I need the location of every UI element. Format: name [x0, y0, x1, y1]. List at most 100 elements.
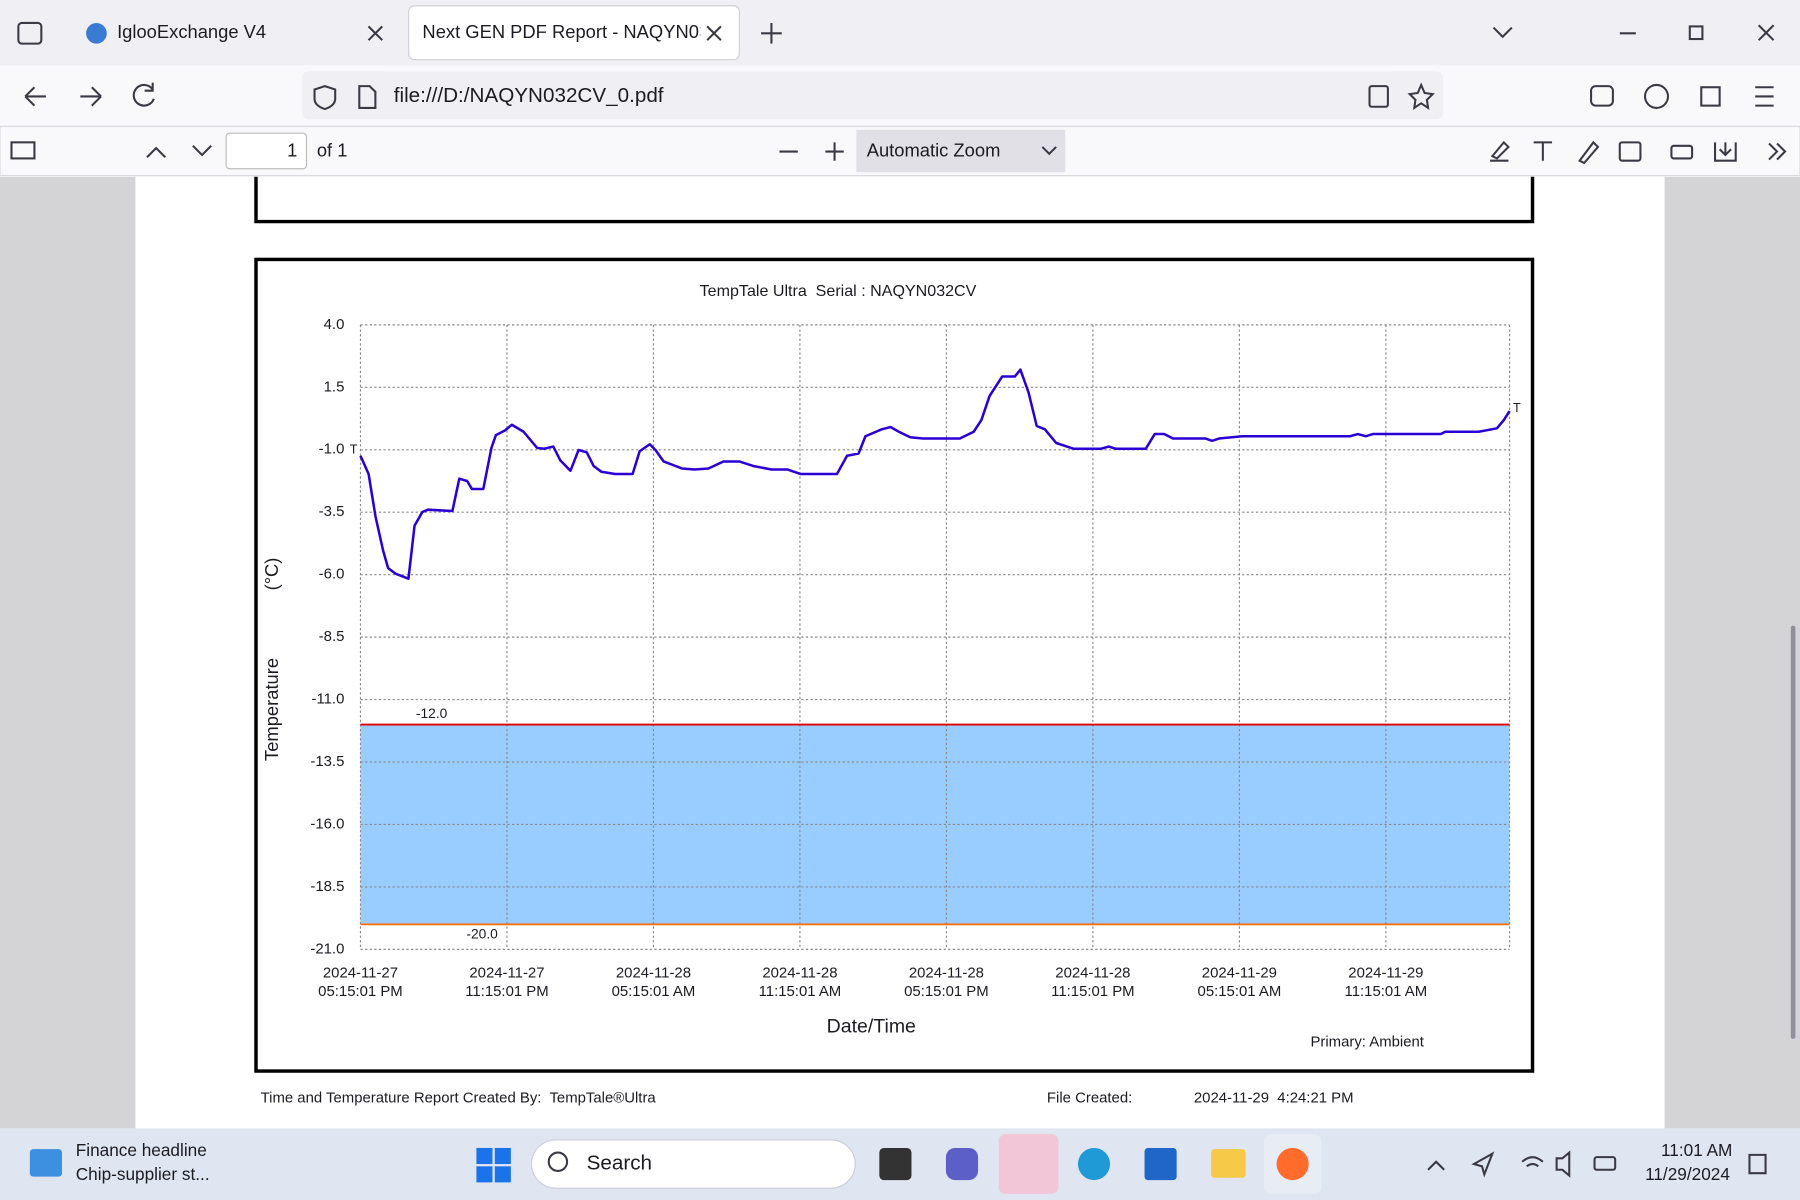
reload-button[interactable]	[132, 82, 155, 107]
chart: TempTale Ultra Serial : NAQYN032CV 4.0 1.5…	[261, 282, 1521, 1050]
text-tool[interactable]	[1533, 141, 1553, 161]
print-button[interactable]	[1670, 144, 1694, 160]
battery-icon[interactable]	[1593, 1156, 1617, 1171]
forward-button[interactable]	[80, 86, 102, 107]
y-tick-label: -18.5	[310, 878, 344, 895]
y-tick-label: -11.0	[312, 691, 345, 708]
y-tick-label: -13.5	[310, 753, 344, 770]
search-icon	[547, 1151, 569, 1172]
location-icon[interactable]	[1471, 1151, 1495, 1178]
x-tick-label: 2024-11-28	[616, 964, 691, 981]
taskbar-app[interactable]	[945, 1147, 979, 1181]
url-text[interactable]: file:///D:/NAQYN032CV_0.pdf	[394, 84, 664, 107]
y-tick-label: -8.5	[319, 628, 345, 645]
x-tick-label: 2024-11-28	[1055, 964, 1130, 981]
back-button[interactable]	[24, 86, 46, 107]
news-text[interactable]: Chip-supplier st...	[76, 1164, 210, 1184]
page-number[interactable]: 1	[287, 139, 297, 160]
news-icon[interactable]	[29, 1149, 62, 1177]
reader-view-button[interactable]	[1368, 85, 1389, 108]
x-tick-label: 05:15:01 PM	[318, 983, 403, 1000]
file-icon	[358, 85, 377, 109]
pocket-button[interactable]	[1590, 85, 1614, 107]
y-axis-label: Temperature	[261, 658, 282, 761]
tab-icon	[86, 22, 107, 44]
zoom-value[interactable]: Automatic Zoom	[867, 139, 1001, 160]
start-marker: T	[350, 442, 358, 456]
close-window-button[interactable]	[1757, 24, 1775, 41]
chart-frame	[254, 257, 1535, 1073]
primary-label: Primary: Ambient	[1310, 1033, 1424, 1050]
shield-icon[interactable]	[313, 85, 337, 111]
url-field[interactable]	[301, 71, 1443, 120]
news-title[interactable]: Finance headline	[76, 1140, 207, 1160]
extensions-button[interactable]	[1700, 86, 1721, 107]
end-marker: T	[1513, 401, 1521, 415]
tab-overflow[interactable]	[1492, 26, 1513, 39]
tab-title[interactable]: IglooExchange V4	[117, 21, 266, 42]
taskbar-app-active[interactable]	[998, 1134, 1059, 1194]
x-tick-label: 05:15:01 AM	[1198, 983, 1282, 1000]
y-tick-label: 1.5	[324, 378, 345, 395]
x-tick-label: 11:15:01 PM	[465, 983, 548, 1000]
tab-close[interactable]	[367, 25, 384, 41]
x-tick-label: 11:15:01 AM	[1345, 983, 1428, 1000]
menu-button[interactable]	[1755, 86, 1774, 107]
taskbar-app[interactable]	[1077, 1147, 1111, 1181]
sidebar-toggle[interactable]	[10, 141, 36, 160]
x-tick-label: 2024-11-27	[323, 964, 398, 981]
file-created: 2024-11-29 4:24:21 PM	[1194, 1090, 1354, 1107]
draw-tool[interactable]	[1578, 140, 1600, 165]
file-created-label: File Created:	[1047, 1090, 1132, 1107]
threshold-label: -20.0	[466, 926, 498, 941]
page-input[interactable]	[225, 132, 308, 170]
taskbar-app[interactable]	[1144, 1147, 1177, 1181]
start-button[interactable]	[476, 1147, 511, 1183]
x-tick-label: 05:15:01 AM	[612, 983, 696, 1000]
x-tick-label: 2024-11-28	[909, 964, 984, 981]
report-created-by: Time and Temperature Report Created By: …	[261, 1090, 657, 1107]
x-tick-label: 05:15:01 PM	[904, 983, 989, 1000]
y-tick-label: -21.0	[310, 940, 344, 957]
image-tool[interactable]	[1618, 141, 1642, 162]
scrollbar[interactable]	[1790, 625, 1796, 1039]
y-tick-label: 4.0	[324, 316, 345, 333]
highlight-tool[interactable]	[1490, 140, 1510, 162]
active-tab[interactable]	[408, 5, 740, 61]
x-tick-label: 11:15:01 PM	[1051, 983, 1134, 1000]
wifi-icon[interactable]	[1521, 1156, 1544, 1168]
page-count: of 1	[317, 139, 348, 160]
search-box[interactable]	[530, 1139, 856, 1189]
taskbar-app[interactable]	[1211, 1149, 1246, 1178]
tools-menu[interactable]	[1768, 142, 1787, 161]
x-axis-label: Date/Time	[827, 1016, 916, 1038]
x-tick-label: 11:15:01 AM	[759, 983, 842, 1000]
x-tick-label: 2024-11-28	[762, 964, 837, 981]
account-button[interactable]	[1643, 83, 1670, 109]
volume-icon[interactable]	[1555, 1150, 1571, 1178]
bookmark-button[interactable]	[1407, 82, 1435, 111]
search-text[interactable]: Search	[587, 1151, 652, 1174]
clock-time[interactable]: 11:01 AM	[1661, 1140, 1732, 1160]
new-tab-button[interactable]	[761, 22, 782, 44]
zoom-in[interactable]	[825, 142, 844, 161]
notifications-icon[interactable]	[1748, 1153, 1767, 1175]
zoom-select[interactable]	[856, 129, 1066, 173]
clock-date[interactable]: 11/29/2024	[1645, 1164, 1730, 1184]
previous-page[interactable]	[146, 146, 167, 159]
tab-close[interactable]	[706, 25, 722, 41]
y-tick-label: -6.0	[319, 566, 345, 583]
x-tick-label: 2024-11-29	[1202, 964, 1277, 981]
tab-title[interactable]: Next GEN PDF Report - NAQYN032	[422, 21, 719, 42]
restore-button[interactable]	[1688, 25, 1704, 41]
save-button[interactable]	[1714, 142, 1737, 162]
y-tick-label: -3.5	[319, 503, 345, 520]
taskbar-app[interactable]	[879, 1147, 912, 1181]
y-tick-label: -1.0	[319, 441, 345, 458]
x-tick-label: 2024-11-27	[469, 964, 544, 981]
next-page[interactable]	[192, 145, 212, 157]
tray-overflow[interactable]	[1427, 1160, 1445, 1171]
tab-list-button[interactable]	[17, 21, 43, 45]
